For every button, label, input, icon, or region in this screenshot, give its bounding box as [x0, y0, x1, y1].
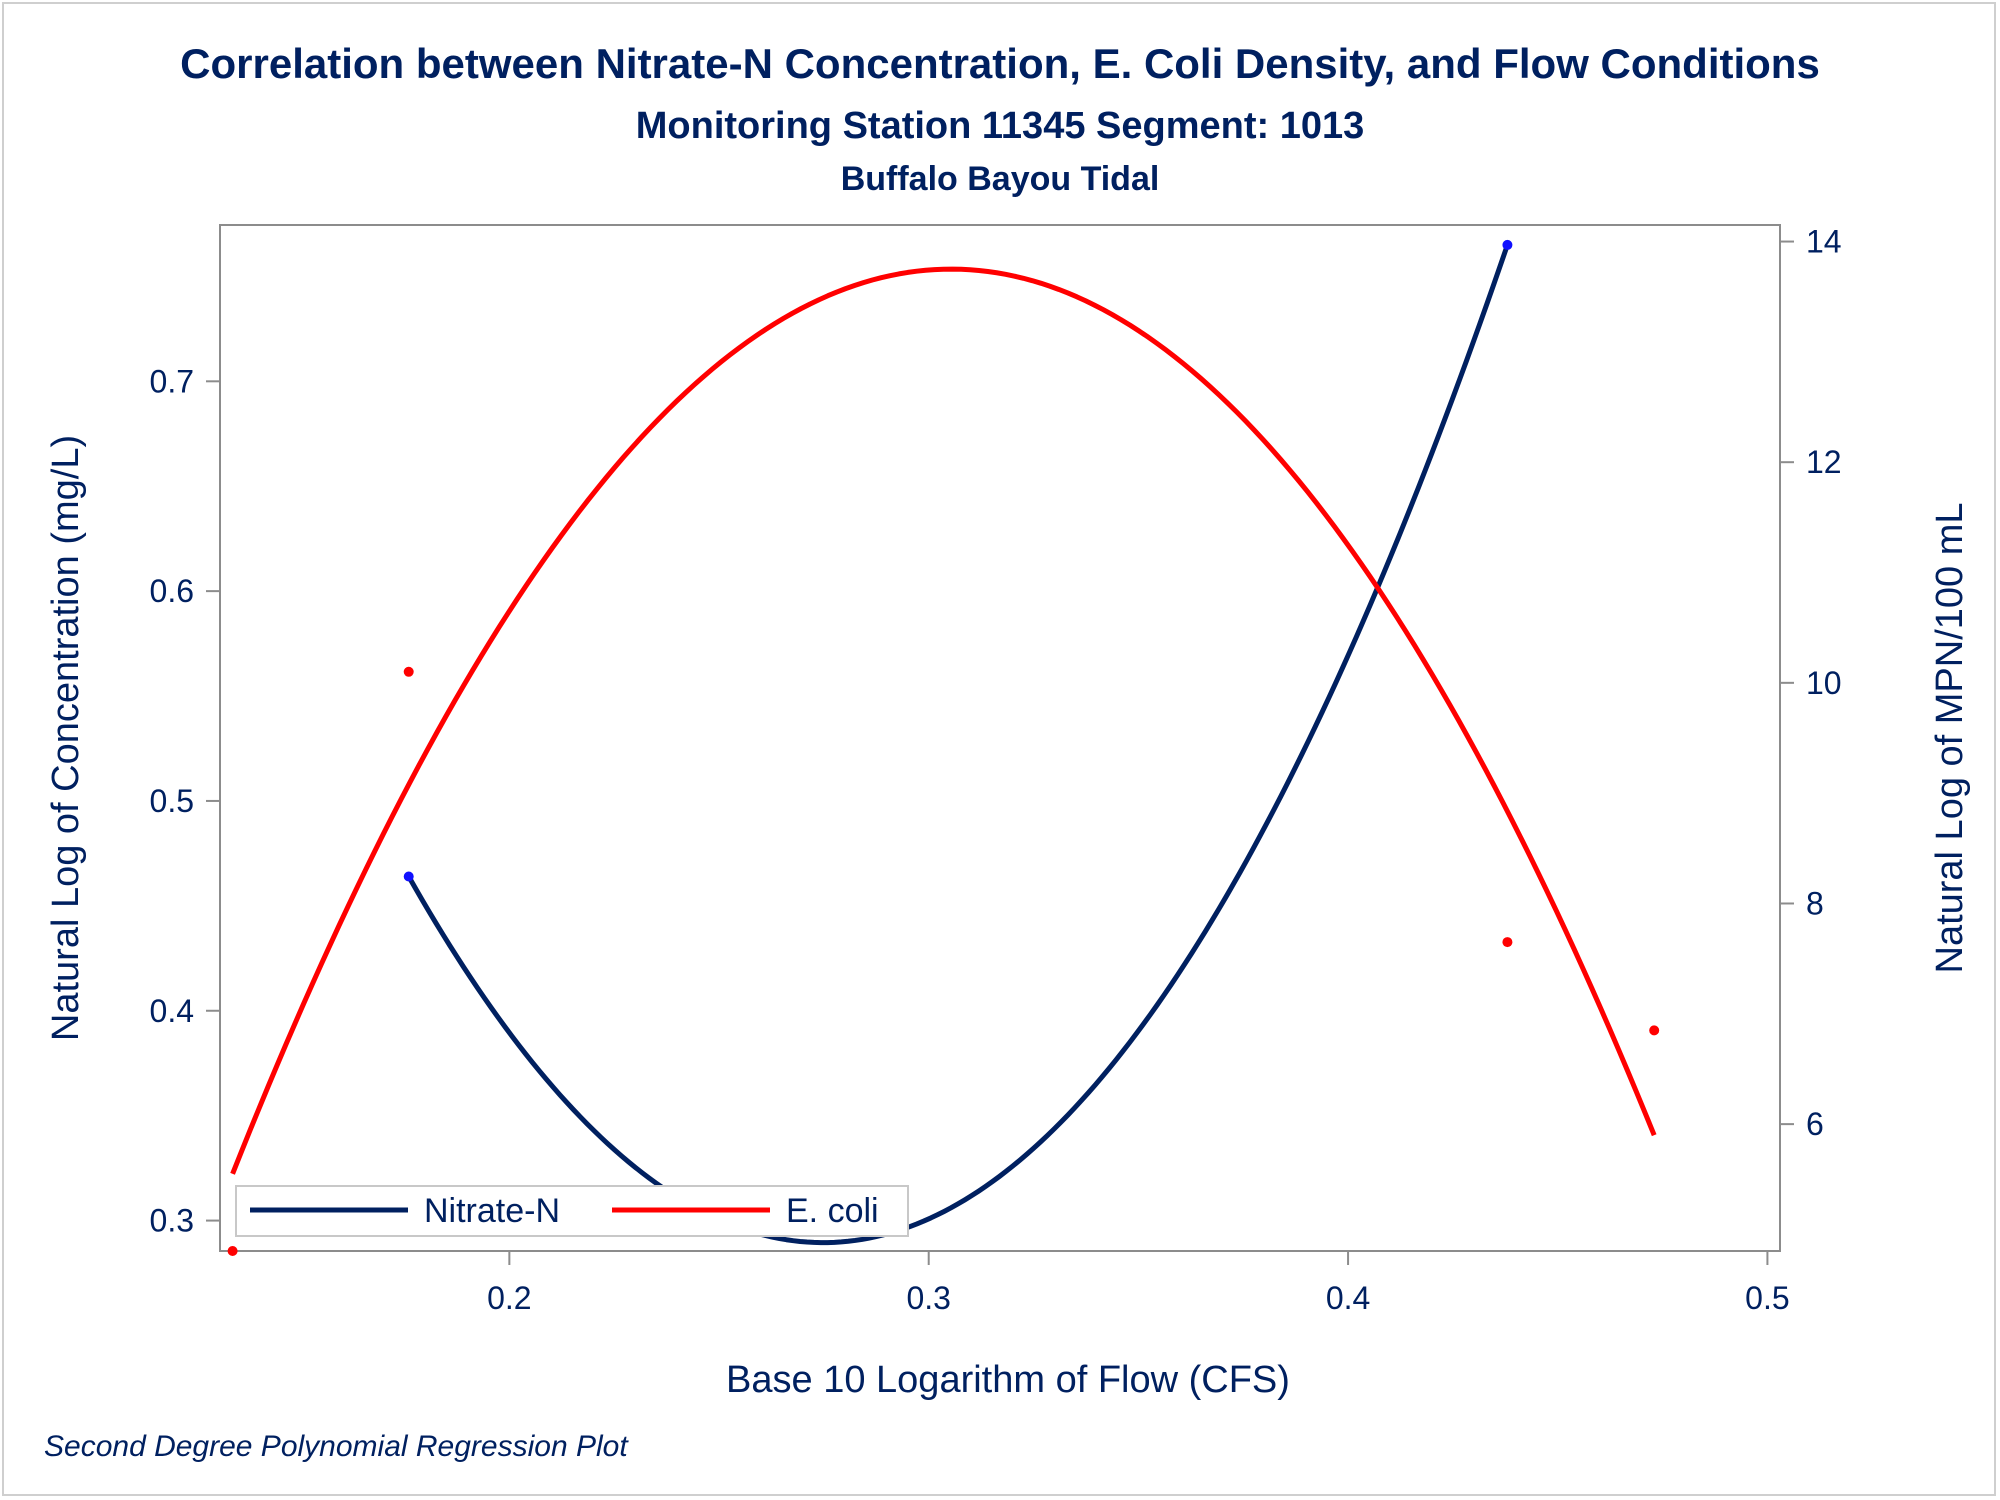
- x-tick-label: 0.3: [906, 1280, 950, 1316]
- x-tick-label: 0.2: [487, 1280, 531, 1316]
- x-axis-label: Base 10 Logarithm of Flow (CFS): [726, 1359, 1290, 1401]
- footnote: Second Degree Polynomial Regression Plot: [44, 1430, 629, 1463]
- x-tick-label: 0.4: [1326, 1280, 1370, 1316]
- legend-label-ecoli: E. coli: [786, 1192, 879, 1230]
- y2-axis-label: Natural Log of MPN/100 mL: [1929, 502, 1971, 973]
- legend: Nitrate-N E. coli: [235, 1185, 909, 1237]
- regression-curve-nitrate-n: [406, 244, 1510, 1246]
- y2-tick-label: 8: [1806, 885, 1824, 921]
- data-point-nitrate-n: [403, 871, 414, 882]
- y-tick-label: 0.5: [150, 783, 194, 819]
- series-layer: [227, 239, 1660, 1256]
- data-point-e-coli: [1502, 937, 1513, 948]
- chart-subtitle-2: Buffalo Bayou Tidal: [841, 160, 1160, 198]
- y-tick-label: 0.6: [150, 573, 194, 609]
- y-axis: 0.3 0.4 0.5 0.6 0.7: [150, 363, 220, 1239]
- y2-tick-label: 14: [1806, 224, 1842, 260]
- chart-subtitle: Monitoring Station 11345 Segment: 1013: [636, 105, 1365, 147]
- y-axis-label: Natural Log of Concentration (mg/L): [45, 435, 87, 1041]
- y-tick-label: 0.3: [150, 1203, 194, 1239]
- y2-tick-label: 6: [1806, 1106, 1824, 1142]
- data-point-e-coli: [1649, 1025, 1660, 1036]
- data-point-nitrate-n: [1502, 239, 1513, 250]
- y-tick-label: 0.4: [150, 993, 194, 1029]
- x-tick-label: 0.5: [1745, 1280, 1789, 1316]
- chart-title: Correlation between Nitrate-N Concentrat…: [180, 40, 1820, 87]
- legend-label-nitrate: Nitrate-N: [424, 1192, 560, 1230]
- y2-axis: 6 8 10 12 14: [1780, 224, 1842, 1142]
- regression-curve-e-coli: [230, 266, 1657, 1175]
- y2-tick-label: 10: [1806, 665, 1842, 701]
- x-axis: 0.2 0.3 0.4 0.5: [487, 1251, 1790, 1316]
- y-tick-label: 0.7: [150, 363, 194, 399]
- y2-tick-label: 12: [1806, 444, 1842, 480]
- plot-area: [219, 224, 1781, 1252]
- data-point-e-coli: [227, 1246, 238, 1256]
- data-point-e-coli: [403, 666, 414, 677]
